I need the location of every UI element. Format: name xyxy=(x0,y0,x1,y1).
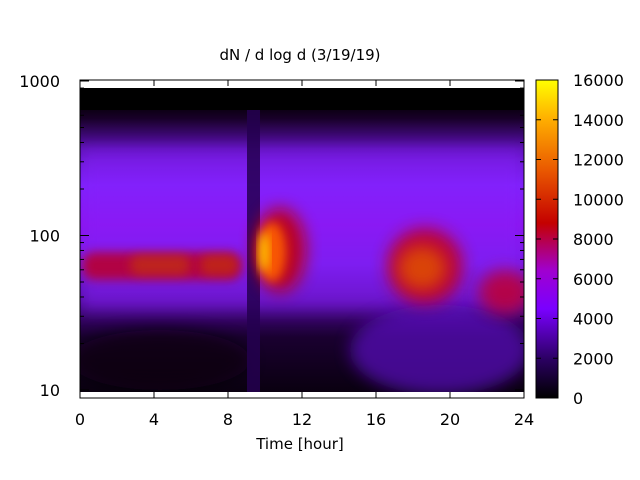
x-tick-label: 16 xyxy=(366,410,386,429)
y-tick-label: 1000 xyxy=(19,72,60,91)
x-tick-label: 24 xyxy=(514,410,534,429)
colorbar-tick-label: 2000 xyxy=(573,349,614,368)
x-tick-label: 8 xyxy=(223,410,233,429)
x-tick-label: 12 xyxy=(292,410,312,429)
colorbar-tick-label: 6000 xyxy=(573,270,614,289)
x-axis-label: Time [hour] xyxy=(255,435,344,453)
x-axis-ticks: 0 4 8 12 16 20 24 xyxy=(75,80,534,429)
colorbar-tick-label: 4000 xyxy=(573,310,614,329)
colorbar-tick-label: 14000 xyxy=(573,111,624,130)
y-axis-ticks: 10 100 1000 xyxy=(19,72,524,400)
colorbar-ticks: 0 2000 4000 6000 8000 10000 12000 14000 16000 xyxy=(536,71,624,408)
x-tick-label: 0 xyxy=(75,410,85,429)
colorbar-tick-label: 12000 xyxy=(573,151,624,170)
x-tick-label: 20 xyxy=(440,410,460,429)
x-tick-label: 4 xyxy=(149,410,159,429)
colorbar-tick-label: 16000 xyxy=(573,71,624,90)
heatmap-field xyxy=(80,88,524,392)
colorbar-tick-label: 0 xyxy=(573,389,583,408)
chart-title: dN / d log d (3/19/19) xyxy=(219,46,380,64)
y-tick-label: 100 xyxy=(29,227,60,246)
colorbar-tick-label: 8000 xyxy=(573,230,614,249)
y-tick-label: 10 xyxy=(40,381,60,400)
colorbar-tick-label: 10000 xyxy=(573,190,624,209)
